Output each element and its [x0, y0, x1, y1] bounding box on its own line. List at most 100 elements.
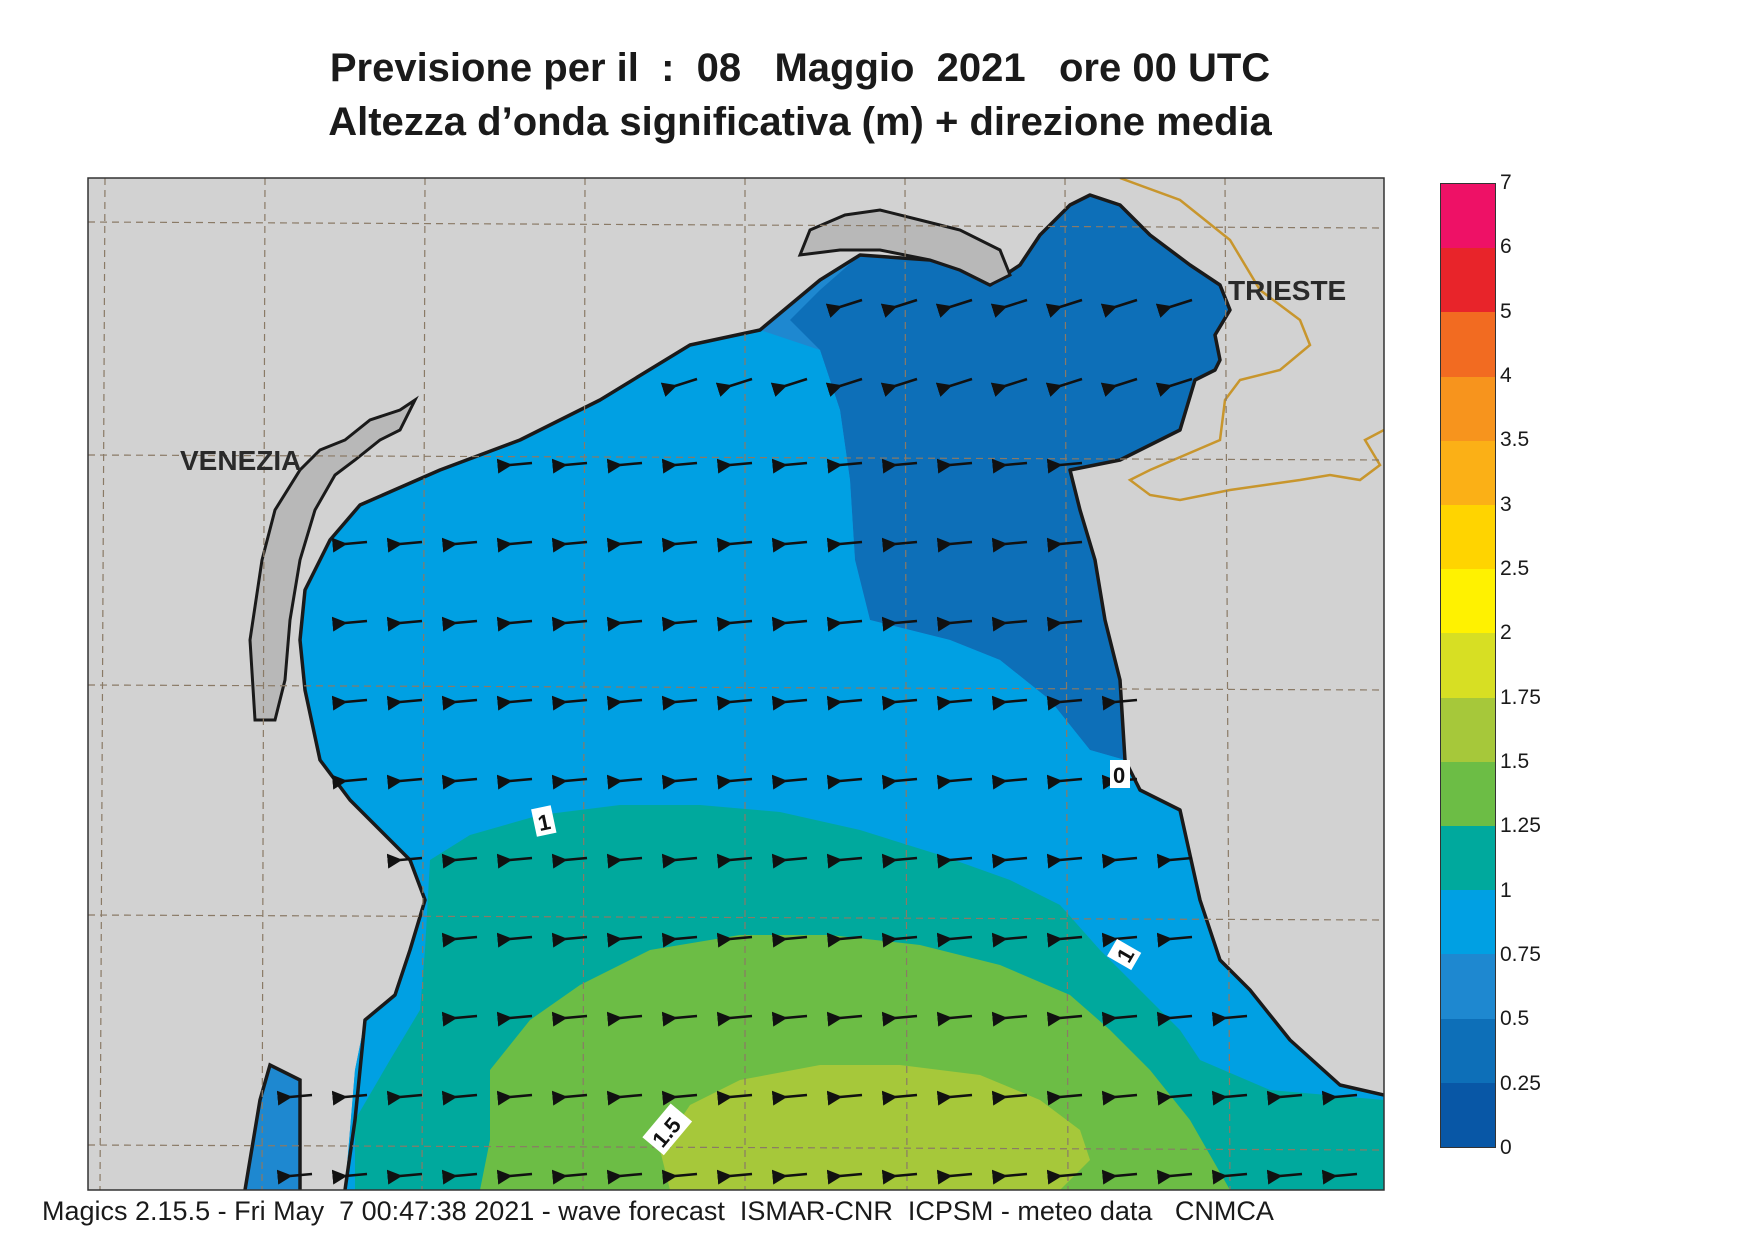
colorbar-segment [1441, 440, 1495, 506]
wave-arrow [386, 616, 423, 632]
wave-arrow [1211, 1090, 1248, 1106]
wave-arrow [716, 1090, 753, 1106]
sea-zone-1.5 [660, 1065, 1090, 1190]
wave-arrow [991, 774, 1028, 790]
wave-arrow [661, 853, 698, 869]
wave-arrow [825, 298, 863, 318]
wave-arrow [551, 853, 588, 869]
wave-arrow [881, 932, 918, 948]
contour-label-0: 0 [1110, 760, 1130, 788]
wave-arrow [441, 537, 478, 553]
wave-arrow [496, 458, 533, 474]
wave-arrow [991, 853, 1028, 869]
colorbar-tick-label: 1.5 [1500, 750, 1530, 773]
wave-arrow [661, 774, 698, 790]
colorbar-tick-label: 1 [1500, 878, 1512, 902]
wave-arrow [936, 537, 973, 553]
colorbar-segment [1441, 761, 1495, 827]
wave-arrow [331, 695, 368, 711]
wave-arrow [441, 932, 478, 948]
wave-arrow [1266, 1090, 1303, 1106]
colorbar-segment [1441, 376, 1495, 441]
wave-arrow [1321, 1090, 1358, 1106]
wave-arrow [1045, 298, 1083, 318]
wave-arrow [1156, 853, 1193, 869]
wave-arrow [826, 1169, 863, 1185]
colorbar-segment [1441, 569, 1495, 634]
wave-arrow [441, 853, 478, 869]
wave-map: VENEZIA TRIESTE 1 1 1.5 0 [87, 177, 1385, 1191]
wave-arrow [606, 616, 643, 632]
wave-arrow [496, 695, 533, 711]
wave-arrow [1046, 774, 1083, 790]
wave-arrow [991, 932, 1028, 948]
wave-arrow [606, 1011, 643, 1027]
wave-arrow [551, 1090, 588, 1106]
wave-arrow [606, 853, 643, 869]
wave-arrow [386, 695, 423, 711]
wave-arrow [1101, 932, 1138, 948]
colorbar-tick-label: 3 [1500, 492, 1512, 516]
wave-arrow [771, 1169, 808, 1185]
colorbar [1440, 183, 1496, 1148]
wave-arrow [826, 695, 863, 711]
coastline-southwest [243, 1062, 302, 1190]
colorbar-tick-label: 0.25 [1500, 1071, 1541, 1095]
wave-arrow [661, 1169, 698, 1185]
wave-arrow [606, 458, 643, 474]
wave-arrow [331, 1090, 368, 1106]
wave-arrow [771, 616, 808, 632]
colorbar-segment [1441, 826, 1495, 891]
wave-arrow [936, 932, 973, 948]
wave-arrow [660, 377, 698, 397]
wave-arrow [386, 537, 423, 553]
wave-arrow [551, 537, 588, 553]
city-label-trieste: TRIESTE [1228, 275, 1346, 306]
grado-lagoon-land [797, 208, 1012, 287]
wave-arrow [826, 616, 863, 632]
wave-direction-arrows [276, 298, 1358, 1185]
wave-arrow [386, 1169, 423, 1185]
wave-arrow [991, 695, 1028, 711]
wave-arrow [276, 1090, 313, 1106]
wave-arrow [1046, 695, 1083, 711]
wave-arrow [771, 774, 808, 790]
wave-arrow [1046, 853, 1083, 869]
wave-arrow [661, 1090, 698, 1106]
colorbar-segment [1441, 248, 1495, 313]
colorbar-segment [1441, 505, 1495, 570]
wave-arrow [936, 458, 973, 474]
wave-arrow [881, 1169, 918, 1185]
wave-arrow [715, 377, 753, 397]
colorbar-tick-label: 1.25 [1500, 814, 1541, 838]
graticule [88, 178, 1384, 1190]
wave-arrow [496, 537, 533, 553]
wave-arrow [661, 537, 698, 553]
colorbar-tick-label: 5 [1500, 299, 1512, 323]
wave-arrow [771, 458, 808, 474]
wave-arrow [716, 774, 753, 790]
wave-arrow [1155, 377, 1193, 397]
wave-arrow [331, 1169, 368, 1185]
wave-arrow [551, 774, 588, 790]
wave-arrow [716, 932, 753, 948]
wave-arrow [1100, 377, 1138, 397]
wave-arrow [496, 1169, 533, 1185]
wave-arrow [496, 616, 533, 632]
wave-arrow [606, 1169, 643, 1185]
border-line [1119, 178, 1384, 502]
colorbar-tick-label: 1.75 [1500, 685, 1541, 709]
sea-zone-0.25 [790, 195, 1230, 760]
wave-arrow [881, 616, 918, 632]
wave-arrow [1100, 298, 1138, 318]
wave-arrow [606, 932, 643, 948]
wave-arrow [1101, 695, 1138, 711]
wave-arrow [496, 774, 533, 790]
wave-arrow [496, 1011, 533, 1027]
wave-arrow [551, 1011, 588, 1027]
wave-arrow [276, 1169, 313, 1185]
wave-arrow [1046, 616, 1083, 632]
wave-arrow [716, 537, 753, 553]
wave-arrow [881, 695, 918, 711]
wave-arrow [551, 1169, 588, 1185]
